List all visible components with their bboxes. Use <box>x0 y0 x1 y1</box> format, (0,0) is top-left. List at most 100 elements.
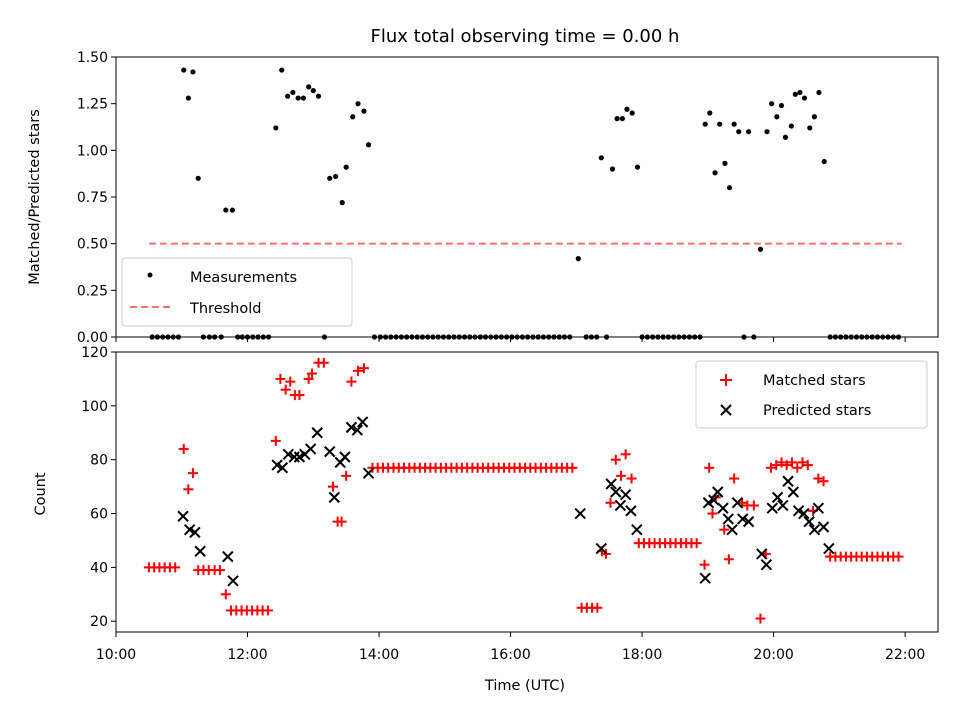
bottom-x-tick-label: 18:00 <box>622 647 662 663</box>
predicted-stars-point <box>351 424 364 436</box>
predicted-stars-point <box>324 445 336 458</box>
matched-stars-point <box>771 460 782 471</box>
matched-stars-point <box>755 613 766 624</box>
predicted-stars-point <box>787 486 800 498</box>
measurements-point <box>769 101 775 107</box>
predicted-stars-point <box>823 542 835 555</box>
measurements-point <box>279 67 285 73</box>
measurements-point <box>181 67 187 73</box>
matched-stars-point <box>776 457 787 468</box>
top-panel: 0.00 0.25 0.50 0.75 1.00 1.25 1.50 Matched/Pre… <box>27 50 939 346</box>
matched-stars-point <box>707 508 718 519</box>
predicted-stars-point <box>817 521 830 533</box>
predicted-stars-point <box>699 572 711 584</box>
bottom-legend: Matched stars Predicted stars <box>695 360 928 429</box>
measurements-point <box>609 166 616 172</box>
predicted-stars-point <box>625 505 637 517</box>
measurements-point <box>306 84 312 90</box>
matched-stars-point <box>797 457 808 468</box>
matched-stars-point <box>704 462 715 473</box>
measurements-point <box>365 142 372 148</box>
matched-stars-legend-label: Matched stars <box>763 373 866 389</box>
matched-stars-point <box>813 473 824 484</box>
predicted-stars-point <box>610 486 622 498</box>
matched-stars-point <box>592 602 603 613</box>
matched-stars-point <box>358 363 369 374</box>
measurements-point <box>811 114 817 120</box>
matched-stars-point <box>893 551 904 562</box>
bottom-x-tick-label: 22:00 <box>885 647 925 663</box>
predicted-stars-point <box>222 550 234 563</box>
measurements-point <box>757 246 764 252</box>
bottom-y-tick-label: 60 <box>90 507 108 523</box>
measurements-point <box>614 116 620 122</box>
matched-stars-point <box>178 443 189 454</box>
measurements-point <box>190 69 196 75</box>
predicted-stars-point <box>798 507 810 520</box>
bottom-x-tick-label: 20:00 <box>753 647 793 663</box>
measurements-point <box>229 207 235 213</box>
predicted-stars-legend-marker <box>720 404 732 416</box>
predicted-stars-point <box>304 443 317 455</box>
predicted-stars-point <box>614 499 627 512</box>
predicted-stars-point <box>311 427 323 439</box>
top-y-tick-label: 0.50 <box>77 237 108 253</box>
matched-stars-point <box>802 460 813 471</box>
predicted-stars-point <box>803 515 815 528</box>
measurements-point <box>350 114 356 120</box>
measurements-point <box>285 93 291 99</box>
measurements-point <box>327 175 333 181</box>
matched-stars-point <box>328 481 339 492</box>
measurements-point <box>788 123 794 129</box>
measurements-point <box>764 129 770 135</box>
measurements-point <box>792 91 798 97</box>
bottom-x-axis-label: Time (UTC) <box>484 678 565 694</box>
top-y-tick-label: 1.50 <box>77 50 108 66</box>
matched-stars-point <box>616 470 627 481</box>
predicted-stars-point <box>574 507 586 520</box>
measurements-point <box>707 110 713 116</box>
matched-stars-point <box>567 462 578 473</box>
predicted-stars-point <box>812 502 825 514</box>
matched-stars-point <box>294 390 305 401</box>
predicted-stars-point <box>177 510 189 522</box>
predicted-stars-point <box>356 416 369 428</box>
matched-stars-legend-marker <box>720 374 732 386</box>
top-y-tick-label: 1.25 <box>77 97 108 113</box>
matched-stars-point <box>748 500 759 511</box>
matched-stars-point <box>787 457 798 468</box>
measurements-point <box>731 121 737 127</box>
matched-stars-point <box>220 589 231 600</box>
measurements-point <box>722 160 728 166</box>
measurements-point <box>333 173 339 180</box>
bottom-y-tick-label: 40 <box>90 560 108 576</box>
predicted-stars-point <box>194 545 206 557</box>
measurements-point <box>223 207 229 213</box>
predicted-stars-point <box>756 548 768 560</box>
predicted-stars-point <box>726 523 738 536</box>
matched-stars-point <box>214 565 225 576</box>
bottom-x-tick-label: 16:00 <box>490 647 530 663</box>
predicted-stars-point <box>771 491 784 504</box>
predicted-stars-point <box>631 523 643 536</box>
predicted-stars-point <box>736 513 749 525</box>
predicted-stars-point <box>742 515 755 528</box>
matched-stars-point <box>262 605 273 616</box>
measurements-point <box>774 114 780 120</box>
predicted-stars-point <box>595 542 608 555</box>
measurements-point <box>195 175 201 181</box>
measurements-point <box>273 125 279 131</box>
matched-stars-point <box>346 376 357 387</box>
measurements-point <box>778 102 785 109</box>
bottom-legend-box <box>695 360 928 429</box>
matched-stars-point <box>318 357 329 368</box>
bottom-y-tick-label: 100 <box>81 399 108 415</box>
matched-stars-point <box>765 462 776 473</box>
top-chart-title: Flux total observing time = 0.00 h <box>371 26 680 47</box>
measurements-point <box>295 95 301 101</box>
matched-stars-point <box>605 497 616 508</box>
predicted-stars-point <box>619 488 632 501</box>
predicted-stars-point <box>362 467 375 479</box>
